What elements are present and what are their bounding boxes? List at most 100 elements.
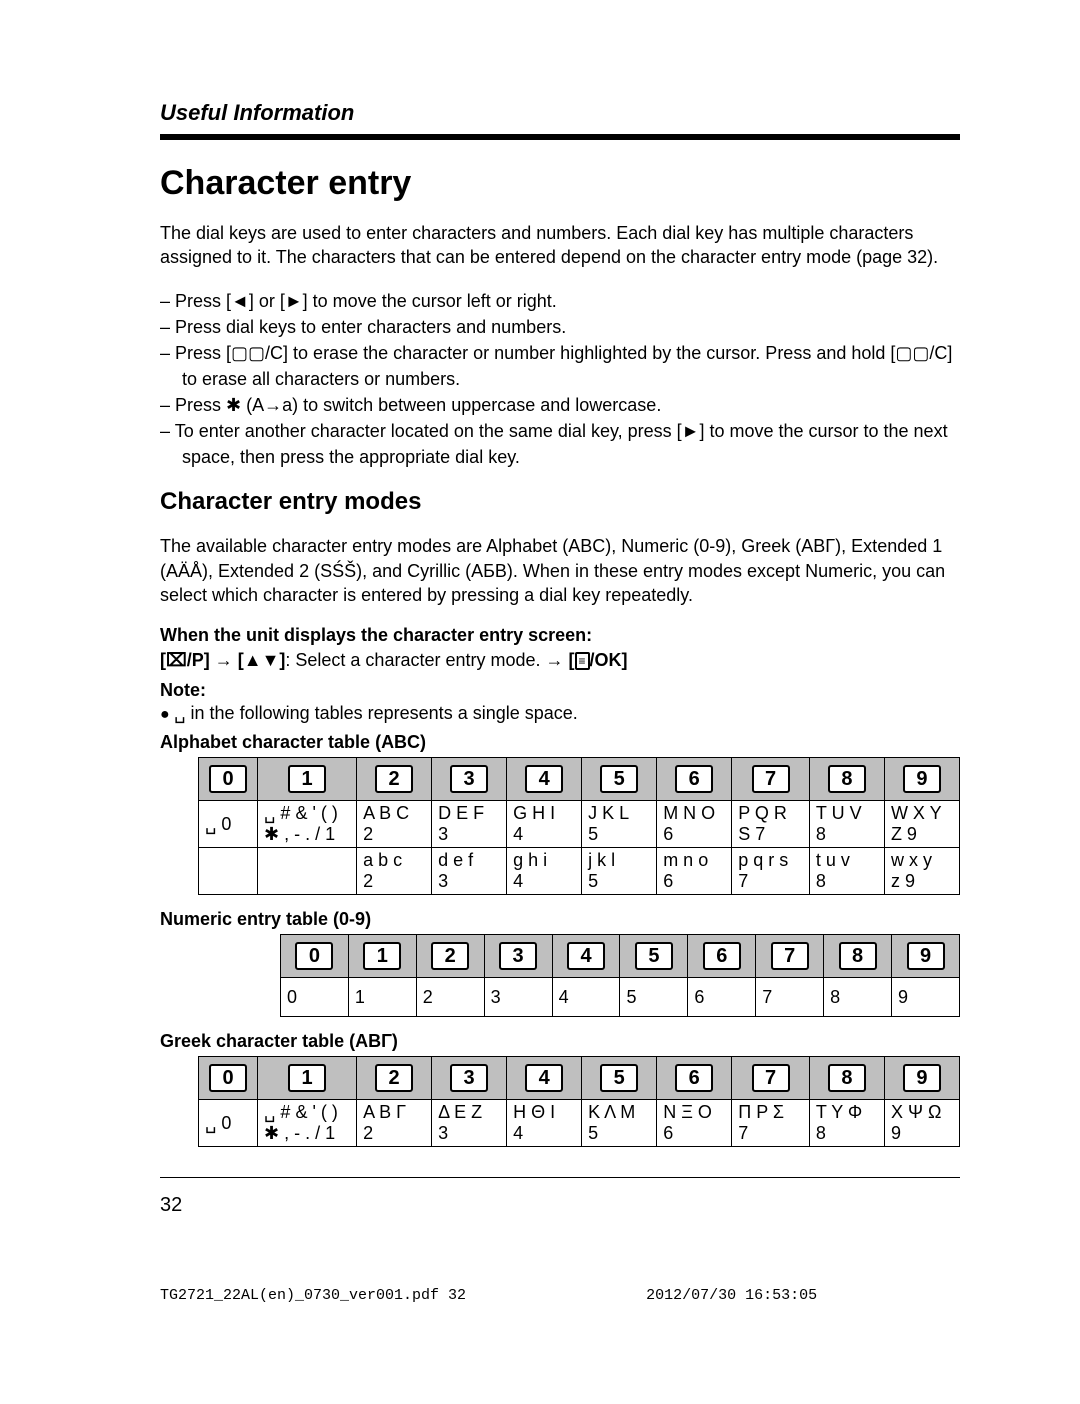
keycap-0: 0 [209,765,247,793]
cell: 9 [892,978,960,1017]
keycap-7: 7 [752,1064,790,1092]
list-item: To enter another character located on th… [160,418,960,470]
list-item: Press dial keys to enter characters and … [160,314,960,340]
keycap-2: 2 [375,765,413,793]
cell: d e f3 [432,848,507,895]
keycap-8: 8 [839,942,877,970]
keycap-2: 2 [431,942,469,970]
table-row: 0 1 2 3 4 5 6 7 8 9 [281,978,960,1017]
cell: 5 [620,978,688,1017]
table-row: a b c2 d e f3 g h i4 j k l5 m n o6 p q r… [199,848,960,895]
keycap-5: 5 [600,765,638,793]
cell: p q r s7 [732,848,810,895]
keycap-4: 4 [525,765,563,793]
table-row: ␣ 0 ␣ # & ' ( )✱ , - . / 1 A B C2 D E F3… [199,801,960,848]
keycap-5: 5 [635,942,673,970]
cell: Χ Ψ Ω9 [884,1100,959,1147]
select-text: : Select a character entry mode. → [285,650,568,670]
cell: ␣ 0 [199,1100,258,1147]
cell: Κ Λ Μ5 [582,1100,657,1147]
keycap-9: 9 [907,942,945,970]
cell: 0 [281,978,349,1017]
footer-right: 2012/07/30 16:53:05 [646,1287,817,1304]
cell: Ν Ξ Ο6 [657,1100,732,1147]
list-item: Press [◄] or [►] to move the cursor left… [160,288,960,314]
keycap-7: 7 [771,942,809,970]
cell: 3 [484,978,552,1017]
select-sequence: [⌧/P] [160,650,210,670]
cell: T U V8 [809,801,884,848]
keycap-2: 2 [375,1064,413,1092]
greek-table: 0 1 2 3 4 5 6 7 8 9 ␣ 0 ␣ # & ' ( )✱ , -… [198,1056,960,1147]
table-header-row: 0 1 2 3 4 5 6 7 8 9 [281,935,960,978]
cell: Π Ρ Σ7 [732,1100,810,1147]
table-header-row: 0 1 2 3 4 5 6 7 8 9 [199,1057,960,1100]
table-row: ␣ 0 ␣ # & ' ( )✱ , - . / 1 Α Β Γ2 Δ Ε Ζ3… [199,1100,960,1147]
list-item: Press [▢▢/C] to erase the character or n… [160,340,960,392]
cell: 2 [416,978,484,1017]
intro-text: The dial keys are used to enter characte… [160,221,960,270]
cell: W X YZ 9 [884,801,959,848]
cell: ␣ # & ' ( )✱ , - . / 1 [258,801,357,848]
cell: Α Β Γ2 [357,1100,432,1147]
section-rule [160,134,960,140]
select-sequence: [▲▼] [238,650,286,670]
cell [258,848,357,895]
keycap-8: 8 [828,1064,866,1092]
numeric-table: 0 1 2 3 4 5 6 7 8 9 0 1 2 3 4 5 6 7 8 [280,934,960,1017]
keycap-6: 6 [703,942,741,970]
note-list: ␣ in the following tables represents a s… [160,703,960,724]
cell: Δ Ε Ζ3 [432,1100,507,1147]
select-ok: [≡/OK] [569,650,628,670]
page-number-rule: 32 [160,1177,960,1217]
keycap-5: 5 [600,1064,638,1092]
cell: Τ Υ Φ8 [809,1100,884,1147]
cell: 1 [348,978,416,1017]
cell: g h i4 [507,848,582,895]
keycap-9: 9 [903,1064,941,1092]
when-line: When the unit displays the character ent… [160,625,960,646]
keycap-9: 9 [903,765,941,793]
keycap-7: 7 [752,765,790,793]
cell: P Q RS 7 [732,801,810,848]
modes-heading: Character entry modes [160,488,960,516]
cell: Η Θ Ι4 [507,1100,582,1147]
keycap-0: 0 [295,942,333,970]
cell: 4 [552,978,620,1017]
keycap-1: 1 [288,765,326,793]
keycap-1: 1 [363,942,401,970]
table-header-row: 0 1 2 3 4 5 6 7 8 9 [199,758,960,801]
keycap-4: 4 [525,1064,563,1092]
cell: ␣ # & ' ( )✱ , - . / 1 [258,1100,357,1147]
greek-caption: Greek character table (ΑΒΓ) [160,1031,960,1052]
keycap-8: 8 [828,765,866,793]
cell: m n o6 [657,848,732,895]
keycap-1: 1 [288,1064,326,1092]
cell: ␣ 0 [199,801,258,848]
cell: 7 [756,978,824,1017]
pdf-footer: TG2721_22AL(en)_0730_ver001.pdf 32 2012/… [0,1277,1080,1344]
alpha-caption: Alphabet character table (ABC) [160,732,960,753]
keycap-3: 3 [450,765,488,793]
section-header: Useful Information [160,100,960,126]
cell: M N O6 [657,801,732,848]
keycap-3: 3 [499,942,537,970]
page-title: Character entry [160,164,960,203]
cell: A B C2 [357,801,432,848]
page-number: 32 [160,1194,960,1217]
note-label: Note: [160,680,960,701]
cell: t u v8 [809,848,884,895]
keycap-0: 0 [209,1064,247,1092]
cell: j k l5 [582,848,657,895]
cell: J K L5 [582,801,657,848]
list-item: Press ✱ (A→a) to switch between uppercas… [160,392,960,418]
cell [199,848,258,895]
cell: w x yz 9 [884,848,959,895]
footer-left: TG2721_22AL(en)_0730_ver001.pdf 32 [160,1287,466,1304]
cell: G H I4 [507,801,582,848]
cell: D E F3 [432,801,507,848]
keycap-4: 4 [567,942,605,970]
numeric-caption: Numeric entry table (0-9) [160,909,960,930]
list-item: ␣ in the following tables represents a s… [160,703,960,724]
cell: 8 [824,978,892,1017]
